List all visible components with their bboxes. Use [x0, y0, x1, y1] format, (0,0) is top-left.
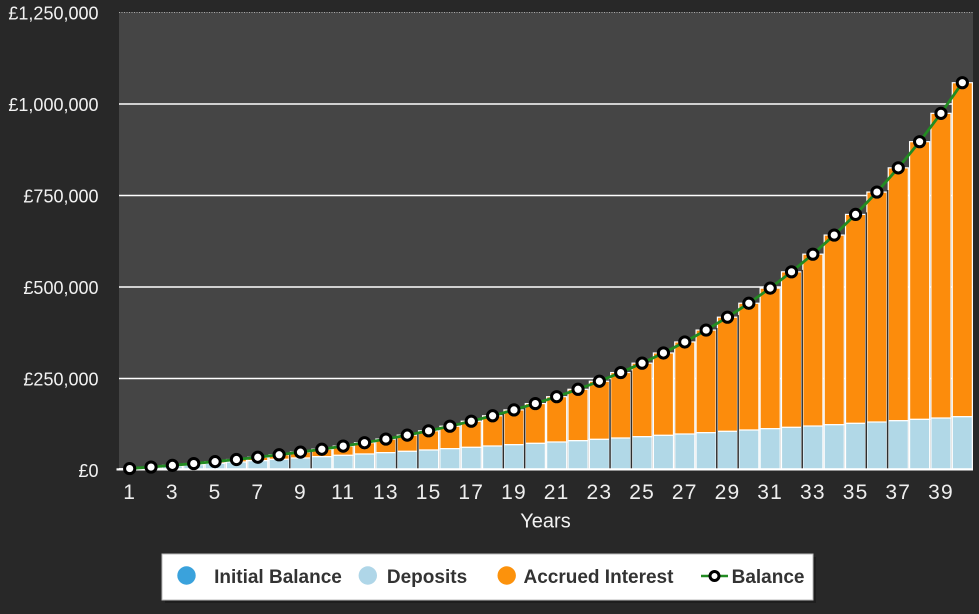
svg-text:21: 21	[544, 481, 570, 504]
svg-text:Accrued Interest: Accrued Interest	[524, 567, 675, 588]
svg-text:13: 13	[373, 481, 399, 504]
svg-text:£500,000: £500,000	[23, 278, 98, 298]
svg-text:£0: £0	[78, 461, 98, 481]
svg-text:7: 7	[251, 481, 264, 504]
svg-text:37: 37	[885, 481, 911, 504]
svg-text:Balance: Balance	[732, 567, 805, 588]
svg-text:3: 3	[166, 481, 179, 504]
svg-text:33: 33	[800, 481, 826, 504]
svg-text:39: 39	[928, 481, 954, 504]
svg-text:23: 23	[586, 481, 612, 504]
svg-text:31: 31	[757, 481, 783, 504]
svg-text:£750,000: £750,000	[23, 187, 98, 207]
svg-text:£1,000,000: £1,000,000	[8, 95, 98, 115]
svg-text:11: 11	[331, 481, 355, 504]
svg-text:15: 15	[416, 481, 442, 504]
svg-text:1: 1	[123, 481, 136, 504]
svg-text:Deposits: Deposits	[387, 567, 467, 588]
svg-text:5: 5	[209, 481, 222, 504]
svg-text:25: 25	[629, 481, 655, 504]
svg-text:27: 27	[672, 481, 698, 504]
svg-text:£250,000: £250,000	[23, 370, 98, 390]
svg-text:Years: Years	[520, 511, 570, 533]
svg-text:Initial Balance: Initial Balance	[214, 567, 342, 588]
svg-text:£1,250,000: £1,250,000	[8, 4, 98, 24]
svg-text:17: 17	[458, 481, 484, 504]
svg-text:29: 29	[715, 481, 741, 504]
svg-text:9: 9	[294, 481, 307, 504]
svg-text:19: 19	[501, 481, 527, 504]
svg-text:35: 35	[843, 481, 869, 504]
